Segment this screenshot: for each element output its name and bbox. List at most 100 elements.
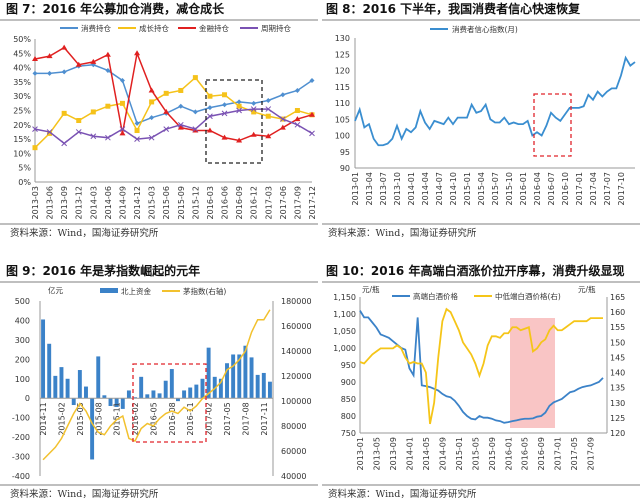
bar (243, 345, 248, 399)
y-tick-label: 40% (13, 64, 31, 73)
data-point (148, 134, 155, 141)
data-point (47, 130, 53, 136)
x-tick-label: 2017-12 (308, 186, 317, 219)
y-tick-label: 120 (335, 67, 350, 76)
data-point (32, 70, 38, 76)
data-point (279, 124, 286, 130)
x-tick-label: 2016-01 (504, 437, 513, 470)
consumer-confidence-line (354, 55, 636, 147)
data-point (251, 109, 257, 115)
y-tick-label: 950 (341, 361, 356, 370)
figure-8-source: 资料来源：Wind，国海证券研究所 (328, 227, 477, 239)
figure-10-source: 资料来源：Wind，国海证券研究所 (328, 488, 477, 500)
data-point (61, 44, 68, 50)
figure-8-title: 图 8：2016 下半年，我国消费者信心快速恢复 (326, 1, 581, 16)
y-tick-label: 15% (13, 135, 31, 144)
y2-tick-label: 140000 (281, 347, 312, 356)
x-tick-label: 2016-06 (221, 186, 230, 219)
bar (53, 375, 58, 399)
figure-10-title: 图 10：2016 年高端白酒涨价拉开序幕，消费升级显现 (326, 263, 624, 278)
x-tick-label: 2015-08 (94, 402, 103, 435)
bar (194, 384, 199, 399)
bar (237, 354, 242, 399)
x-tick-label: 2015-09 (177, 186, 186, 219)
y-tick-label: -300 (12, 453, 30, 462)
x-tick-label: 2017-02 (205, 402, 214, 435)
x-tick-label: 2017-08 (241, 402, 250, 435)
data-point (149, 115, 155, 121)
x-tick-label: 2015-07 (491, 172, 500, 205)
bar (163, 380, 168, 399)
y-tick-label: 95 (340, 148, 350, 157)
y-tick-label: 0% (18, 178, 31, 187)
figure-10-right-unit: 元/瓶 (578, 284, 596, 294)
x-tick-label: 2014-01 (407, 172, 416, 205)
data-point (280, 92, 286, 98)
data-point (207, 93, 213, 99)
y-tick-label: 500 (15, 297, 30, 306)
bar (102, 395, 107, 399)
x-tick-label: 2016-02 (131, 402, 140, 435)
x-tick-label: 2015-01 (455, 437, 464, 470)
bar (47, 343, 52, 399)
data-point (265, 133, 272, 139)
data-point (119, 130, 126, 136)
x-tick-label: 2016-09 (235, 186, 244, 219)
x-tick-label: 2013-05 (372, 437, 381, 470)
highlight-box-2016 (533, 93, 572, 157)
data-point (236, 107, 242, 114)
data-point (207, 113, 213, 120)
data-point (163, 90, 169, 96)
data-point (250, 106, 257, 112)
x-tick-label: 2017-01 (554, 437, 563, 470)
x-tick-label: 2016-01 (519, 172, 528, 205)
legend-label: 中低端白酒价格(右) (495, 291, 561, 301)
data-point (119, 100, 125, 106)
data-point (251, 100, 257, 106)
y2-tick-label: 130 (610, 399, 625, 408)
legend-label: 高端白酒价格 (413, 291, 458, 301)
x-tick-label: 2016-03 (206, 186, 215, 219)
figure-7-title: 图 7：2016 年公募加仓消费，减仓成长 (6, 1, 225, 16)
data-point (178, 87, 184, 93)
data-point (236, 103, 242, 109)
bar (267, 381, 272, 399)
figure-7-source: 资料来源：Wind，国海证券研究所 (10, 227, 159, 239)
y-tick-label: 1,050 (333, 327, 356, 336)
data-point (105, 134, 111, 141)
data-point (119, 77, 125, 83)
x-tick-label: 2015-04 (477, 172, 486, 205)
x-tick-label: 2017-05 (223, 402, 232, 435)
data-point (134, 120, 140, 126)
data-point (90, 133, 97, 140)
data-point (177, 121, 184, 128)
bar (90, 398, 95, 460)
y-tick-label: 200 (15, 355, 30, 364)
data-point (105, 67, 111, 73)
data-point (61, 140, 68, 147)
x-tick-label: 2014-04 (421, 172, 430, 205)
bar (249, 357, 254, 399)
x-tick-label: 2013-03 (31, 186, 40, 219)
y-tick-label: 45% (13, 49, 31, 58)
bar (200, 378, 205, 399)
x-tick-label: 2016-08 (168, 402, 177, 435)
data-point (222, 92, 228, 98)
bar (77, 370, 82, 399)
figure-9-left-unit: 亿元 (48, 285, 63, 295)
x-tick-label: 2014-01 (405, 437, 414, 470)
y2-tick-label: 40000 (281, 472, 306, 481)
bar (157, 393, 162, 399)
data-point (104, 51, 111, 57)
y2-tick-label: 60000 (281, 447, 306, 456)
y-tick-label: 115 (335, 83, 350, 92)
data-point (148, 87, 155, 93)
data-point (134, 50, 141, 56)
bar (96, 356, 101, 399)
y-tick-label: 20% (13, 121, 31, 130)
y-tick-label: 400 (15, 316, 30, 325)
bar (65, 378, 70, 399)
bar (261, 372, 266, 399)
y-tick-label: 35% (13, 78, 31, 87)
